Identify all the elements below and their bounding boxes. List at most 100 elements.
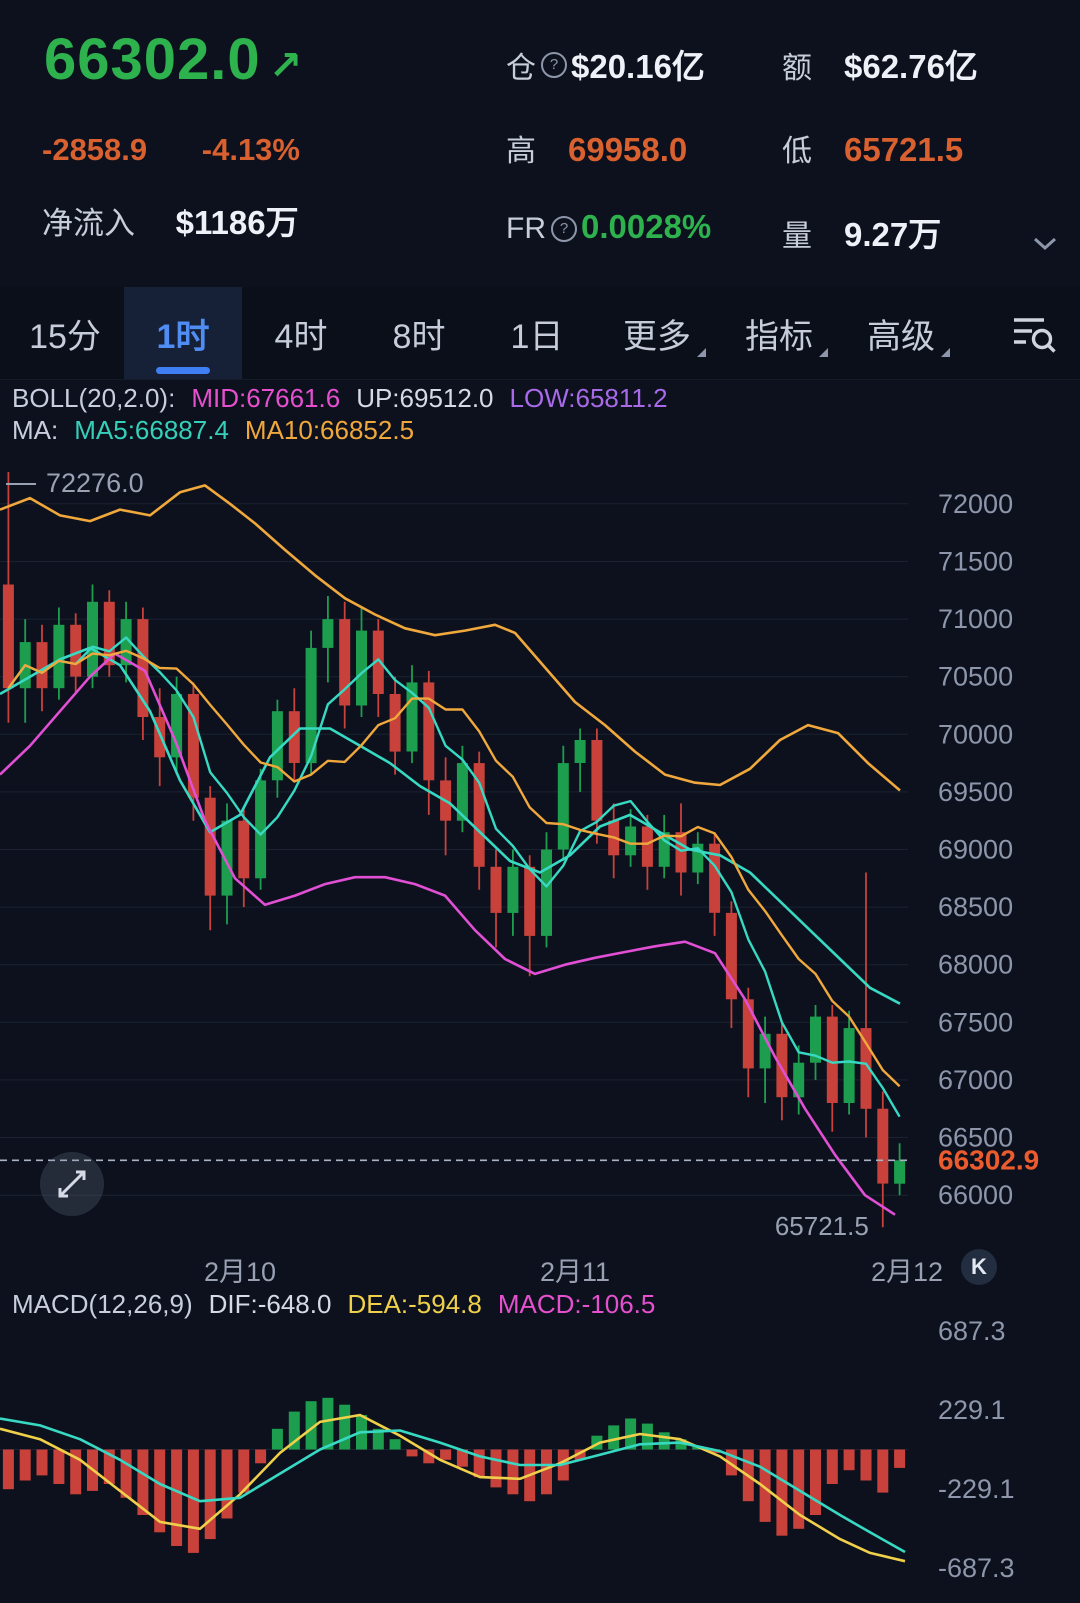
info-icon[interactable]: ? — [551, 216, 577, 242]
stat-funding-rate: FR? 0.0028% — [506, 208, 782, 256]
low-annotation: 65721.5 — [775, 1211, 869, 1241]
tab-1day[interactable]: 1日 — [510, 317, 564, 356]
time-tick: 2月12 — [870, 1257, 944, 1287]
stat-value: 65721.5 — [844, 131, 964, 168]
candles — [2, 472, 906, 1228]
price-change-row: -2858.9 -4.13% — [42, 132, 346, 168]
svg-text:229.1: 229.1 — [938, 1395, 1006, 1425]
up-arrow-icon: ↗ — [268, 44, 304, 88]
ma-name: MA: — [12, 415, 59, 445]
stat-value: 0.0028% — [581, 208, 712, 245]
svg-text:71000: 71000 — [938, 604, 1013, 634]
svg-text:69000: 69000 — [938, 835, 1013, 865]
info-icon[interactable]: ? — [541, 52, 567, 78]
boll-mid-line — [0, 646, 901, 1005]
time-tick: 2月10 — [203, 1257, 277, 1287]
svg-text:66302.9: 66302.9 — [938, 1144, 1039, 1175]
net-inflow-label: 净流入 — [42, 206, 135, 241]
svg-text:70500: 70500 — [938, 662, 1013, 692]
indicator-labels: BOLL(20,2.0): MID:67661.6 UP:69512.0 LOW:65… — [12, 382, 684, 446]
expand-icon — [58, 1170, 86, 1198]
svg-text:65721.5: 65721.5 — [775, 1211, 869, 1241]
dropdown-triangle-icon — [697, 348, 706, 357]
time-tick: 2月11 — [539, 1257, 611, 1287]
svg-text:67000: 67000 — [938, 1065, 1013, 1095]
macd-dif-label: DIF:-648.0 — [208, 1289, 332, 1319]
svg-text:72276.0: 72276.0 — [46, 468, 144, 498]
chart-settings-icon[interactable] — [988, 287, 1080, 379]
kline-badge-button[interactable]: K — [961, 1249, 997, 1285]
svg-text:687.3: 687.3 — [938, 1318, 1006, 1346]
price-change: -2858.9 — [42, 132, 148, 167]
current-price-tag: 66302.9 — [930, 1144, 1064, 1178]
tab-1hour[interactable]: 1时 — [124, 287, 242, 379]
stat-value: $62.76亿 — [844, 48, 978, 85]
svg-text:71500: 71500 — [938, 547, 1013, 577]
market-stats-grid: 仓? $20.16亿 额 $62.76亿 高 69958.0 低 65721.5… — [506, 40, 1066, 256]
boll-label-row: BOLL(20,2.0): MID:67661.6 UP:69512.0 LOW:65… — [12, 382, 684, 414]
svg-text:-229.1: -229.1 — [938, 1474, 1015, 1504]
ma5-label: MA5:66887.4 — [74, 415, 229, 445]
candlestick-chart[interactable]: 66302.9 72000 71500 71000 70500 70000 69500 690… — [0, 452, 1080, 1247]
high-annotation: 72276.0 — [6, 468, 144, 498]
price-header: 66302.0 ↗ -2858.9 -4.13% 净流入 $1186万 仓? $2… — [0, 0, 1080, 282]
macd-dea-line — [0, 1417, 906, 1554]
tab-more[interactable]: 更多 — [596, 287, 718, 379]
stat-label: FR — [506, 212, 546, 245]
svg-text:69500: 69500 — [938, 777, 1013, 807]
macd-dif-line — [0, 1413, 906, 1563]
stat-label: 仓 — [506, 52, 536, 85]
stat-open-interest: 仓? $20.16亿 — [506, 40, 782, 88]
collapse-header-chevron-icon[interactable] — [1032, 236, 1058, 257]
stat-low: 低 65721.5 — [782, 126, 1046, 170]
svg-text:70000: 70000 — [938, 719, 1013, 749]
tab-advanced[interactable]: 高级 — [840, 287, 962, 379]
timeframe-bar: 15分 1时 4时 8时 1日 更多 指标 高级 — [0, 287, 1080, 380]
macd-name: MACD(12,26,9) — [12, 1289, 193, 1319]
stat-value: 69958.0 — [568, 131, 688, 168]
stat-label: 量 — [782, 220, 812, 253]
boll-low-line — [0, 652, 896, 1216]
ma-label-row: MA: MA5:66887.4 MA10:66852.5 — [12, 414, 684, 446]
macd-hist-label: MACD:-106.5 — [497, 1289, 656, 1319]
svg-text:66000: 66000 — [938, 1180, 1013, 1210]
svg-text:66500: 66500 — [938, 1123, 1013, 1153]
tab-indicators[interactable]: 指标 — [718, 287, 840, 379]
net-inflow-row: 净流入 $1186万 — [42, 196, 299, 244]
svg-text:67500: 67500 — [938, 1007, 1013, 1037]
net-inflow-value: $1186万 — [175, 204, 299, 241]
y-axis-labels: 72000 71500 71000 70500 70000 69500 69000 68500… — [938, 489, 1013, 1210]
grid-lines — [0, 503, 908, 1196]
time-axis: 2月10 2月11 2月12 — [0, 1250, 1080, 1290]
tab-8hour[interactable]: 8时 — [392, 317, 446, 356]
boll-low-label: LOW:65811.2 — [509, 383, 668, 413]
dropdown-triangle-icon — [941, 348, 950, 357]
svg-text:-687.3: -687.3 — [938, 1553, 1015, 1583]
expand-chart-button[interactable] — [40, 1152, 104, 1216]
active-tab-underline — [156, 367, 210, 374]
tab-15min[interactable]: 15分 — [29, 317, 101, 356]
stat-value: $20.16亿 — [571, 48, 705, 85]
macd-histogram — [2, 1397, 906, 1553]
dropdown-triangle-icon — [819, 348, 828, 357]
tab-4hour[interactable]: 4时 — [274, 317, 328, 356]
ma5-line — [7, 636, 901, 1118]
macd-label-row: MACD(12,26,9) DIF:-648.0 DEA:-594.8 MACD:-1… — [12, 1289, 671, 1320]
stat-high: 高 69958.0 — [506, 126, 782, 170]
price-change-percent: -4.13% — [201, 132, 300, 167]
macd-chart[interactable]: 687.3 229.1 -229.1 -687.3 — [0, 1318, 1080, 1603]
stat-turnover: 额 $62.76亿 — [782, 40, 1046, 88]
stat-value: 9.27万 — [844, 216, 942, 253]
svg-text:68500: 68500 — [938, 892, 1013, 922]
stat-label: 低 — [782, 135, 812, 168]
last-price: 66302.0 ↗ — [44, 26, 303, 93]
ma10-line — [7, 649, 901, 1088]
stat-label: 额 — [782, 52, 812, 85]
macd-axis-labels: 687.3 229.1 -229.1 -687.3 — [938, 1318, 1015, 1583]
svg-text:68000: 68000 — [938, 950, 1013, 980]
stat-volume: 量 9.27万 — [782, 208, 1046, 256]
last-price-value: 66302.0 — [44, 27, 261, 92]
boll-up-label: UP:69512.0 — [356, 383, 494, 413]
stat-label: 高 — [506, 135, 536, 168]
